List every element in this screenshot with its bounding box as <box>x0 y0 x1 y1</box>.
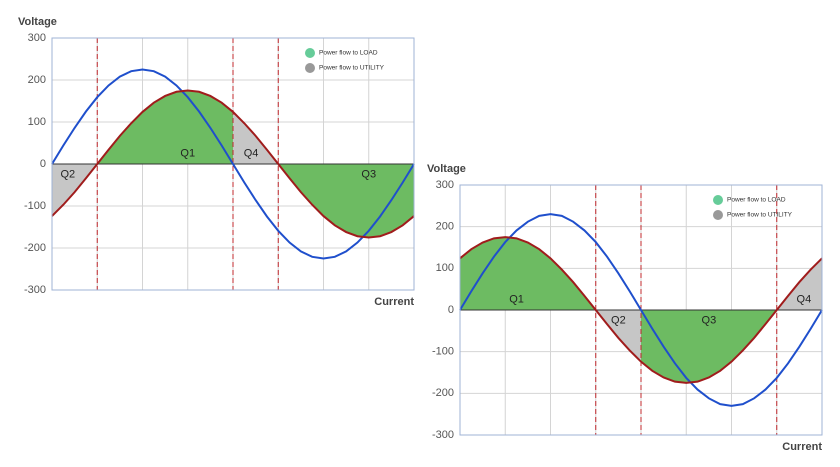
legend-label: Power flow to LOAD <box>727 197 786 204</box>
load-region <box>278 164 414 238</box>
legend-label: Power flow to UTILITY <box>319 65 385 72</box>
series-line <box>459 213 823 407</box>
power-regions <box>52 90 414 238</box>
quadrant-label: Q1 <box>509 293 524 305</box>
quadrant-label: Q3 <box>702 314 717 326</box>
y-tick-label: 300 <box>436 179 454 191</box>
y-tick-label: 100 <box>28 116 46 128</box>
quadrant-label: Q2 <box>60 168 75 180</box>
quadrant-label: Q4 <box>797 293 812 305</box>
series-line <box>459 236 823 384</box>
legend-swatch <box>713 210 723 220</box>
legend-label: Power flow to LOAD <box>319 50 378 57</box>
y-axis-title: Voltage <box>18 16 57 28</box>
x-axis-title: Current <box>374 296 414 308</box>
load-region <box>97 90 233 164</box>
plot-border <box>51 37 415 291</box>
plot-border <box>459 184 823 436</box>
quadrant-label: Q2 <box>611 314 626 326</box>
quadrant-label: Q1 <box>180 147 195 159</box>
x-axis-title: Current <box>782 441 822 453</box>
y-tick-label: -300 <box>24 284 46 296</box>
y-tick-label: 0 <box>448 304 454 316</box>
y-tick-label: 200 <box>28 74 46 86</box>
y-tick-label: 200 <box>436 221 454 233</box>
y-axis-title: Voltage <box>427 163 466 175</box>
y-tick-label: -100 <box>24 200 46 212</box>
y-tick-label: -100 <box>432 346 454 358</box>
legend-swatch <box>305 63 315 73</box>
legend-swatch <box>305 48 315 58</box>
legend-swatch <box>713 195 723 205</box>
load-region <box>460 237 596 310</box>
y-tick-label: 300 <box>28 32 46 44</box>
legend-label: Power flow to UTILITY <box>727 212 793 219</box>
y-tick-label: 100 <box>436 262 454 274</box>
y-tick-label: -200 <box>24 242 46 254</box>
quadrant-label: Q4 <box>244 147 259 159</box>
y-tick-label: -200 <box>432 387 454 399</box>
y-tick-label: 0 <box>40 158 46 170</box>
series-line <box>51 68 415 260</box>
quadrant-label: Q3 <box>361 168 376 180</box>
y-tick-label: -300 <box>432 429 454 441</box>
series-line <box>51 89 415 239</box>
